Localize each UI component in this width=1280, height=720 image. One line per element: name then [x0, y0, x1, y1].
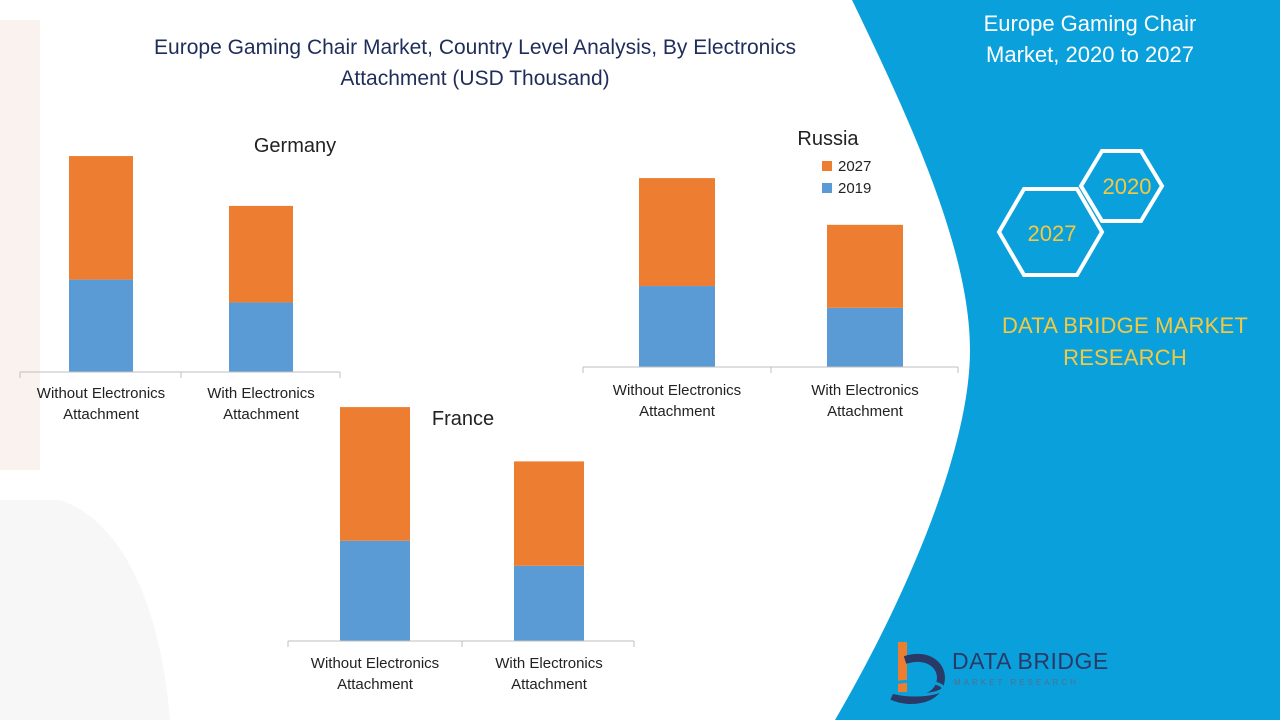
- bar-2027: [340, 407, 410, 541]
- category-label: Without Electronics Attachment: [613, 382, 741, 420]
- chart-france: France Without Electronics Attachment With …: [287, 407, 635, 693]
- bar-2027: [639, 178, 715, 287]
- hexagon-label-2020: 2020: [1103, 174, 1152, 199]
- category-label: With Electronics Attachment: [495, 655, 603, 693]
- bar-2019: [340, 540, 410, 641]
- main-title: Europe Gaming Chair Market, Country Leve…: [154, 36, 796, 90]
- bar-2027: [229, 205, 293, 303]
- hexagon-label-2027: 2027: [1028, 221, 1077, 246]
- chart-title: Germany: [254, 135, 336, 157]
- chart-germany: Germany Without Electronics Attachment With…: [19, 135, 341, 423]
- category-label: Without Electronics Attachment: [37, 385, 165, 423]
- category-label: With Electronics Attachment: [207, 385, 315, 423]
- bar-2019: [69, 279, 133, 372]
- hexagon-2027: [996, 187, 1105, 277]
- watermark-shape: [0, 500, 170, 720]
- category-label: With Electronics Attachment: [811, 382, 919, 420]
- category-label: Without Electronics Attachment: [311, 655, 439, 693]
- logo-tagline: MARKET RESEARCH: [954, 678, 1079, 687]
- bar-2019: [514, 565, 584, 641]
- side-panel-title: Europe Gaming Chair Market, 2020 to 2027: [983, 11, 1197, 67]
- legend-label-2019: 2019: [838, 180, 871, 197]
- bar-2019: [229, 302, 293, 372]
- bar-2027: [514, 461, 584, 566]
- logo-icon: [885, 642, 945, 704]
- bar-2027: [69, 156, 133, 280]
- legend-swatch-2027: [822, 161, 832, 171]
- chart-russia: Russia Without Electronics Attachment With …: [582, 128, 959, 420]
- bar-2027: [827, 224, 903, 308]
- hexagon-2020: [1078, 149, 1165, 223]
- bar-2019: [827, 307, 903, 367]
- blue-side-panel: [835, 0, 1280, 720]
- watermark-shape: [0, 20, 40, 470]
- bar-2019: [639, 286, 715, 367]
- chart-title: France: [432, 408, 494, 430]
- legend-label-2027: 2027: [838, 158, 871, 175]
- brand-text: DATA BRIDGE MARKET RESEARCH: [1001, 313, 1249, 370]
- legend-swatch-2019: [822, 183, 832, 193]
- logo-name: DATA BRIDGE: [952, 648, 1109, 674]
- chart-title: Russia: [797, 128, 859, 150]
